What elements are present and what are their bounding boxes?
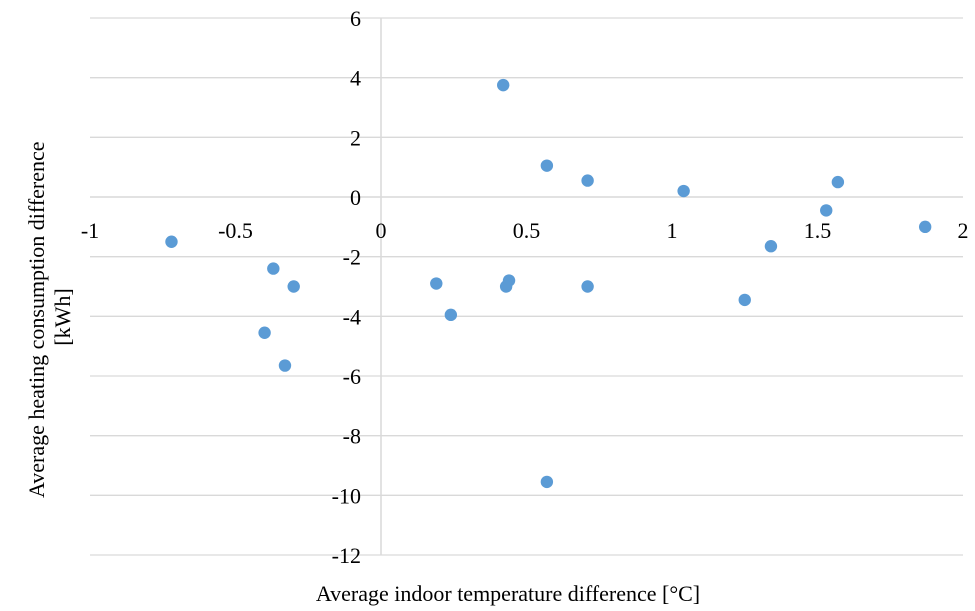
y-tick-label: -12 — [332, 543, 361, 568]
y-tick-label: 0 — [350, 185, 361, 210]
y-tick-labels: 6 4 2 0 -2 -4 -6 -8 -10 -12 — [332, 6, 361, 568]
data-points — [165, 78, 932, 489]
x-tick-label: 1 — [667, 218, 678, 243]
x-tick-labels: -1 -0.5 0 0.5 1 1.5 2 — [81, 218, 969, 243]
y-tick-label: -10 — [332, 483, 361, 508]
data-point — [540, 159, 554, 172]
data-point — [430, 277, 443, 290]
data-point — [738, 293, 751, 307]
data-point — [165, 235, 178, 248]
axes — [90, 18, 963, 555]
y-tick-label: 6 — [350, 6, 361, 31]
data-point — [820, 204, 833, 217]
data-point — [278, 359, 292, 372]
data-point — [918, 220, 932, 234]
y-axis-title-line1: Average heating consumption difference — [24, 141, 49, 498]
x-axis-title: Average indoor temperature difference [°… — [316, 581, 700, 606]
data-point — [499, 280, 513, 293]
data-point — [677, 184, 690, 198]
x-tick-label: 1.5 — [804, 218, 832, 243]
y-tick-label: 2 — [350, 125, 361, 150]
x-tick-label: -0.5 — [218, 218, 253, 243]
x-tick-label: 2 — [958, 218, 969, 243]
data-point — [831, 175, 845, 189]
data-point — [444, 308, 458, 322]
y-axis-title-line2: [kWh] — [50, 288, 75, 345]
y-tick-label: -6 — [343, 364, 361, 389]
data-point — [581, 174, 594, 187]
y-tick-label: -4 — [343, 304, 361, 329]
y-tick-label: 4 — [350, 66, 361, 91]
x-tick-label: 0 — [376, 218, 387, 243]
data-point — [287, 280, 300, 293]
x-tick-label: 0.5 — [513, 218, 541, 243]
data-point — [258, 326, 271, 339]
data-point — [540, 475, 554, 489]
gridlines — [90, 17, 963, 556]
data-point — [497, 78, 510, 92]
y-axis-title: Average heating consumption difference [… — [24, 136, 75, 498]
data-point — [581, 280, 594, 293]
y-tick-label: -8 — [343, 424, 361, 449]
data-point — [267, 262, 280, 275]
data-point — [764, 240, 778, 253]
y-tick-label: -2 — [343, 245, 361, 270]
x-tick-label: -1 — [81, 218, 99, 243]
